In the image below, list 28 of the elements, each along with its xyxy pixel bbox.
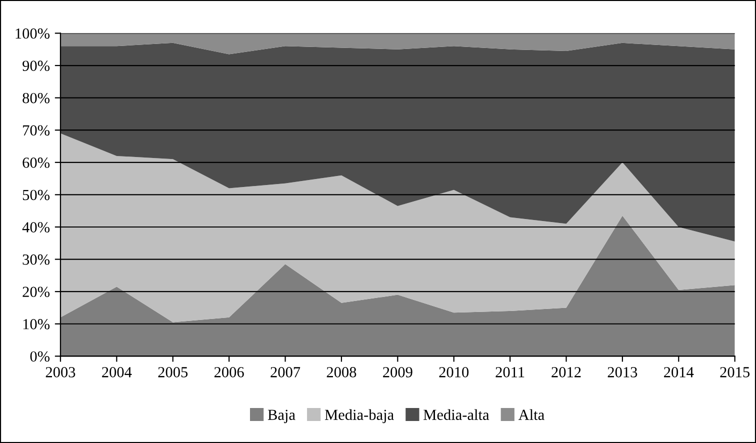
y-tick-label: 80% <box>22 92 50 104</box>
y-tick-label: 100% <box>16 28 50 39</box>
y-tick-label: 0% <box>30 351 50 362</box>
x-tick-label: 2013 <box>608 367 638 378</box>
x-tick-label: 2015 <box>720 367 750 378</box>
x-tick-label: 2014 <box>664 367 694 378</box>
y-tick-label: 60% <box>22 158 50 168</box>
x-tick-label: 2009 <box>383 367 412 378</box>
y-tick-label: 90% <box>22 60 50 72</box>
y-tick-label: 50% <box>22 190 50 200</box>
y-tick-label: 20% <box>22 286 50 298</box>
x-tick-label: 2003 <box>46 367 76 378</box>
x-tick-label: 2007 <box>270 367 300 378</box>
x-tick-label: 2010 <box>439 367 469 378</box>
y-tick-label: 10% <box>23 319 50 330</box>
y-tick-label: 70% <box>23 125 50 136</box>
y-tick-label: 30% <box>22 254 50 265</box>
x-tick-label: 2011 <box>496 367 524 378</box>
x-tick-label: 2012 <box>552 367 581 378</box>
y-tick-label: 40% <box>22 222 50 232</box>
x-tick-label: 2008 <box>326 367 356 378</box>
legend-label: Alta <box>518 409 544 420</box>
legend-label: Media-baja <box>324 409 394 424</box>
legend-label: Baja <box>268 410 296 424</box>
x-tick-label: 2006 <box>214 367 244 378</box>
x-tick-label: 2004 <box>102 367 132 378</box>
legend-label: Media-alta <box>424 409 490 420</box>
x-tick-label: 2005 <box>158 367 188 378</box>
